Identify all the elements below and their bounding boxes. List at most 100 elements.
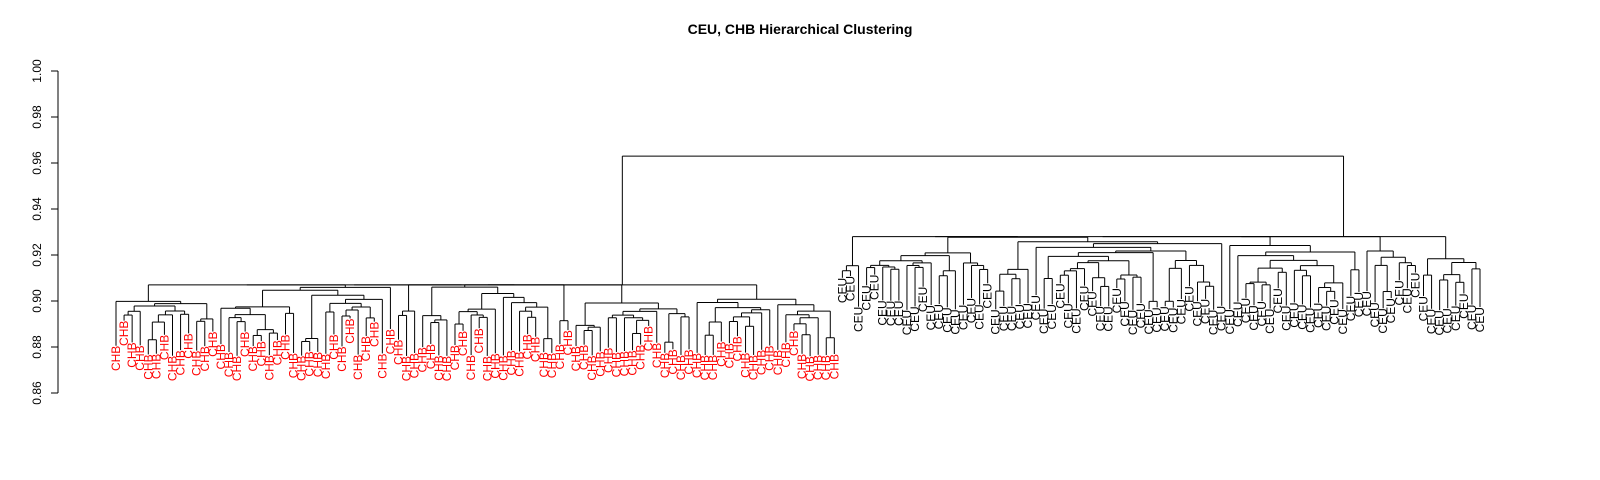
leaf-label-chb: CHB [634, 345, 648, 370]
y-tick-label: 0.96 [30, 151, 44, 175]
leaf-label-chb: CHB [626, 350, 640, 375]
leaf-label-ceu: CEU [1400, 288, 1414, 313]
leaf-label-ceu: CEU [1166, 308, 1180, 333]
leaf-label-ceu: CEU [1094, 306, 1108, 331]
leaf-label-ceu: CEU [1239, 298, 1253, 323]
y-tick-label: 0.86 [30, 381, 44, 405]
leaf-label-chb: CHB [601, 348, 615, 373]
leaf-label-ceu: CEU [1247, 305, 1261, 330]
y-axis: 0.86 0.88 0.90 0.92 0.94 0.96 0.98 1.00 [30, 59, 59, 405]
leaf-label-chb: CHB [722, 343, 736, 368]
leaf-label-ceu: CEU [1255, 301, 1269, 326]
leaf-label-ceu: CEU [1279, 306, 1293, 331]
leaf-label-ceu: CEU [997, 306, 1011, 331]
leaf-label-chb: CHB [682, 349, 696, 374]
leaf-label-chb: CHB [270, 340, 284, 365]
leaf-label-ceu: CEU [1102, 306, 1116, 331]
leaf-label-ceu: CEU [1263, 309, 1277, 334]
leaf-label-chb: CHB [771, 350, 785, 375]
leaf-label-chb: CHB [214, 344, 228, 369]
leaf-label-chb: CHB [125, 342, 139, 367]
chart-title: CEU, CHB Hierarchical Clustering [688, 21, 913, 37]
leaf-label-chb: CHB [141, 354, 155, 379]
leaf-label-ceu: CEU [1045, 304, 1059, 329]
leaf-label-ceu: CEU [1069, 308, 1083, 333]
leaf-label-ceu: CEU [924, 305, 938, 330]
leaf-label-chb: CHB [367, 322, 381, 347]
leaf-label-ceu: CEU [973, 304, 987, 329]
leaf-label-ceu: CEU [1086, 291, 1100, 316]
dendrogram-branches [115, 155, 1481, 357]
leaf-label-ceu: CEU [1392, 280, 1406, 305]
leaf-label-ceu: CEU [956, 305, 970, 330]
leaf-label-ceu: CEU [1417, 296, 1431, 321]
leaf-label-ceu: CEU [884, 301, 898, 326]
leaf-label-chb: CHB [585, 355, 599, 380]
leaf-label-ceu: CEU [1376, 308, 1390, 333]
leaf-label-ceu: CEU [1158, 306, 1172, 331]
leaf-label-chb: CHB [303, 351, 317, 376]
leaf-label-ceu: CEU [1021, 303, 1035, 328]
leaf-label-ceu: CEU [1271, 288, 1285, 313]
leaf-label-ceu: CEU [1191, 301, 1205, 326]
leaf-label-ceu: CEU [1441, 308, 1455, 333]
leaf-label-ceu: CEU [1336, 309, 1350, 334]
leaf-label-chb: CHB [617, 351, 631, 376]
leaf-label-chb: CHB [690, 353, 704, 378]
leaf-label-ceu: CEU [868, 275, 882, 300]
leaf-label-ceu: CEU [1433, 310, 1447, 335]
leaf-label-ceu: CEU [1231, 302, 1245, 327]
leaf-label-ceu: CEU [860, 285, 874, 310]
leaf-label-ceu: CEU [1207, 310, 1221, 335]
leaf-label-ceu: CEU [1061, 303, 1075, 328]
leaf-label-chb: CHB [133, 345, 147, 370]
leaf-label-ceu: CEU [1287, 302, 1301, 327]
leaf-label-ceu: CEU [1126, 310, 1140, 335]
leaf-label-chb: CHB [149, 354, 163, 379]
leaf-label-chb: CHB [513, 351, 527, 376]
leaf-label-chb: CHB [408, 353, 422, 378]
leaf-label-chb: CHB [674, 355, 688, 380]
leaf-label-chb: CHB [383, 329, 397, 354]
leaf-label-ceu: CEU [965, 298, 979, 323]
leaf-label-chb: CHB [335, 346, 349, 371]
leaf-label-ceu: CEU [835, 278, 849, 303]
leaf-label-chb: CHB [472, 328, 486, 353]
leaf-label-chb: CHB [448, 345, 462, 370]
leaf-label-ceu: CEU [843, 276, 857, 301]
leaf-label-chb: CHB [650, 343, 664, 368]
leaf-label-ceu: CEU [1142, 309, 1156, 334]
leaf-label-ceu: CEU [1328, 299, 1342, 324]
leaf-label-chb: CHB [456, 331, 470, 356]
leaf-label-chb: CHB [545, 353, 559, 378]
leaf-label-ceu: CEU [1110, 288, 1124, 313]
leaf-label-chb: CHB [230, 356, 244, 381]
leaf-label-chb: CHB [803, 356, 817, 381]
leaf-label-chb: CHB [295, 356, 309, 381]
leaf-label-ceu: CEU [932, 304, 946, 329]
leaf-label-ceu: CEU [1408, 273, 1422, 298]
leaf-label-ceu: CEU [1312, 303, 1326, 328]
leaf-label-chb: CHB [755, 350, 769, 375]
leaf-label-ceu: CEU [1465, 305, 1479, 330]
y-tick-label: 0.92 [30, 243, 44, 267]
leaf-label-chb: CHB [488, 353, 502, 378]
leaf-label-chb: CHB [504, 350, 518, 375]
leaf-label-chb: CHB [440, 356, 454, 381]
leaf-label-chb: CHB [763, 346, 777, 371]
leaf-label-chb: CHB [577, 345, 591, 370]
leaf-label-ceu: CEU [1134, 303, 1148, 328]
leaf-label-ceu: CEU [1118, 301, 1132, 326]
leaf-label-chb: CHB [327, 334, 341, 359]
leaf-label-chb: CHB [182, 333, 196, 358]
leaf-label-chb: CHB [480, 356, 494, 381]
leaf-label-chb: CHB [359, 336, 373, 361]
leaf-label-chb: CHB [262, 355, 276, 380]
leaf-label-chb: CHB [424, 344, 438, 369]
leaf-label-chb: CHB [795, 354, 809, 379]
leaf-label-chb: CHB [642, 326, 656, 351]
leaf-label-chb: CHB [537, 352, 551, 377]
leaf-label-chb: CHB [593, 351, 607, 376]
leaf-label-chb: CHB [521, 334, 535, 359]
